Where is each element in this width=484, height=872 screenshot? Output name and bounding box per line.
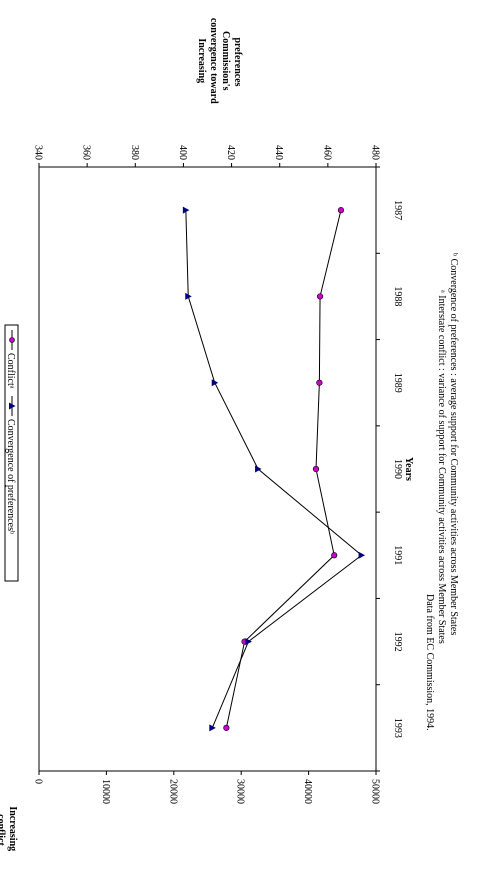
category-label: 1988: [392, 286, 403, 306]
convergence-point: [358, 551, 366, 559]
plot-area: 1987 1988 1989 1990 1991 1992 1993 0 10000 20000…: [0, 18, 459, 853]
legend-marker-conflict: [9, 337, 15, 343]
legend: Conflictᵃ Convergence of preferencesᵇ: [4, 324, 19, 582]
category-label: 1991: [392, 545, 403, 565]
primary-tick-label: 10000: [100, 779, 111, 804]
series-line-convergence: [185, 210, 363, 729]
category-ticks: 1987 1988 1989 1990 1991 1992 1993: [376, 166, 403, 772]
category-label: 1987: [392, 200, 403, 220]
plot-frame: [38, 166, 377, 772]
series-markers: [182, 206, 366, 732]
primary-tick-label: 30000: [235, 779, 246, 804]
secondary-axis-ticks: 340 360 380 400 420 440 460 480: [33, 145, 381, 167]
category-label: 1989: [392, 373, 403, 393]
conflict-point: [337, 207, 345, 214]
category-label: 1990: [392, 459, 403, 479]
secondary-tick-label: 380: [129, 145, 140, 160]
conflict-point: [223, 724, 230, 731]
secondary-tick-label: 480: [370, 145, 381, 160]
category-label: 1992: [392, 632, 403, 652]
legend-marker-convergence: [9, 402, 16, 410]
category-label: 1993: [392, 718, 403, 738]
source-note: Data from EC Commission, 1994.: [424, 594, 435, 731]
convergence-point: [185, 292, 192, 300]
secondary-tick-label: 460: [321, 145, 332, 160]
secondary-tick-label: 360: [81, 145, 92, 160]
convergence-point: [255, 465, 262, 473]
conflict-point: [316, 293, 324, 300]
secondary-tick-label: 440: [273, 145, 284, 160]
legend-box: [4, 324, 19, 582]
primary-axis-title: Increasing conflict: [0, 806, 18, 853]
primary-tick-label: 50000: [370, 779, 381, 804]
primary-tick-label: 0: [33, 779, 44, 784]
conflict-point: [316, 379, 323, 386]
footnote-a: ᵃ Interstate conflict : variance of supp…: [436, 290, 447, 644]
secondary-tick-label: 420: [225, 145, 236, 160]
conflict-point: [331, 552, 338, 559]
secondary-tick-label: 340: [33, 145, 44, 160]
primary-axis-ticks: 0 10000 20000 30000 40000 50000: [33, 771, 381, 804]
convergence-point: [182, 206, 190, 214]
convergence-point: [209, 724, 216, 732]
primary-tick-label: 20000: [167, 779, 178, 804]
convergence-point: [245, 638, 252, 646]
conflict-point: [312, 465, 320, 473]
x-axis-title: Years: [403, 457, 414, 481]
primary-tick-label: 40000: [302, 779, 313, 804]
convergence-point: [211, 379, 219, 387]
series-line-conflict: [225, 210, 342, 728]
legend-label-conflict: Conflictᵃ: [5, 353, 16, 389]
secondary-axis-title: Increasing convergence toward Commission…: [196, 18, 243, 106]
secondary-tick-label: 400: [177, 145, 188, 160]
footnote-b: ᵇ Convergence of preferences : average s…: [448, 253, 459, 635]
series-lines: [185, 210, 363, 729]
legend-label-convergence: Convergence of preferencesᵇ: [5, 419, 16, 534]
